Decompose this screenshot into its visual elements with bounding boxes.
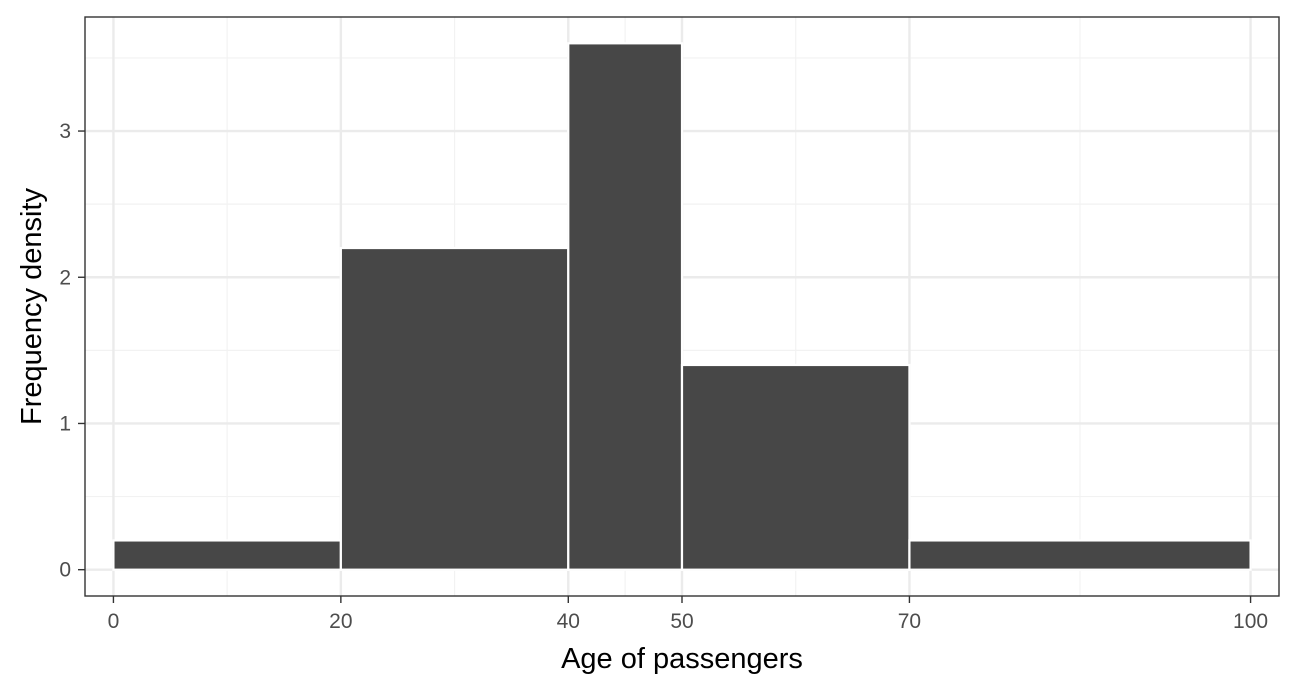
x-axis-ticks: 0 20 40 50 70 100 [108,596,1268,633]
y-tick-label: 0 [59,559,71,582]
histogram-bar [339,246,570,571]
x-tick-label: 40 [557,610,580,633]
x-tick-label: 100 [1233,610,1268,633]
y-axis-ticks: 0 1 2 3 [59,120,85,582]
x-axis-title: Age of passengers [561,643,803,675]
histogram-bar [112,539,342,571]
x-tick-label: 0 [108,610,120,633]
x-tick-label: 70 [898,610,921,633]
y-tick-label: 2 [59,266,71,289]
x-tick-label: 50 [670,610,693,633]
y-tick-label: 1 [59,412,71,435]
x-tick-label: 20 [329,610,352,633]
histogram-bar [567,42,684,571]
y-axis-title: Frequency density [16,188,48,425]
histogram-bar [908,539,1252,571]
histogram-bars [112,42,1252,571]
y-tick-label: 3 [59,120,71,143]
histogram-bar [680,363,911,571]
